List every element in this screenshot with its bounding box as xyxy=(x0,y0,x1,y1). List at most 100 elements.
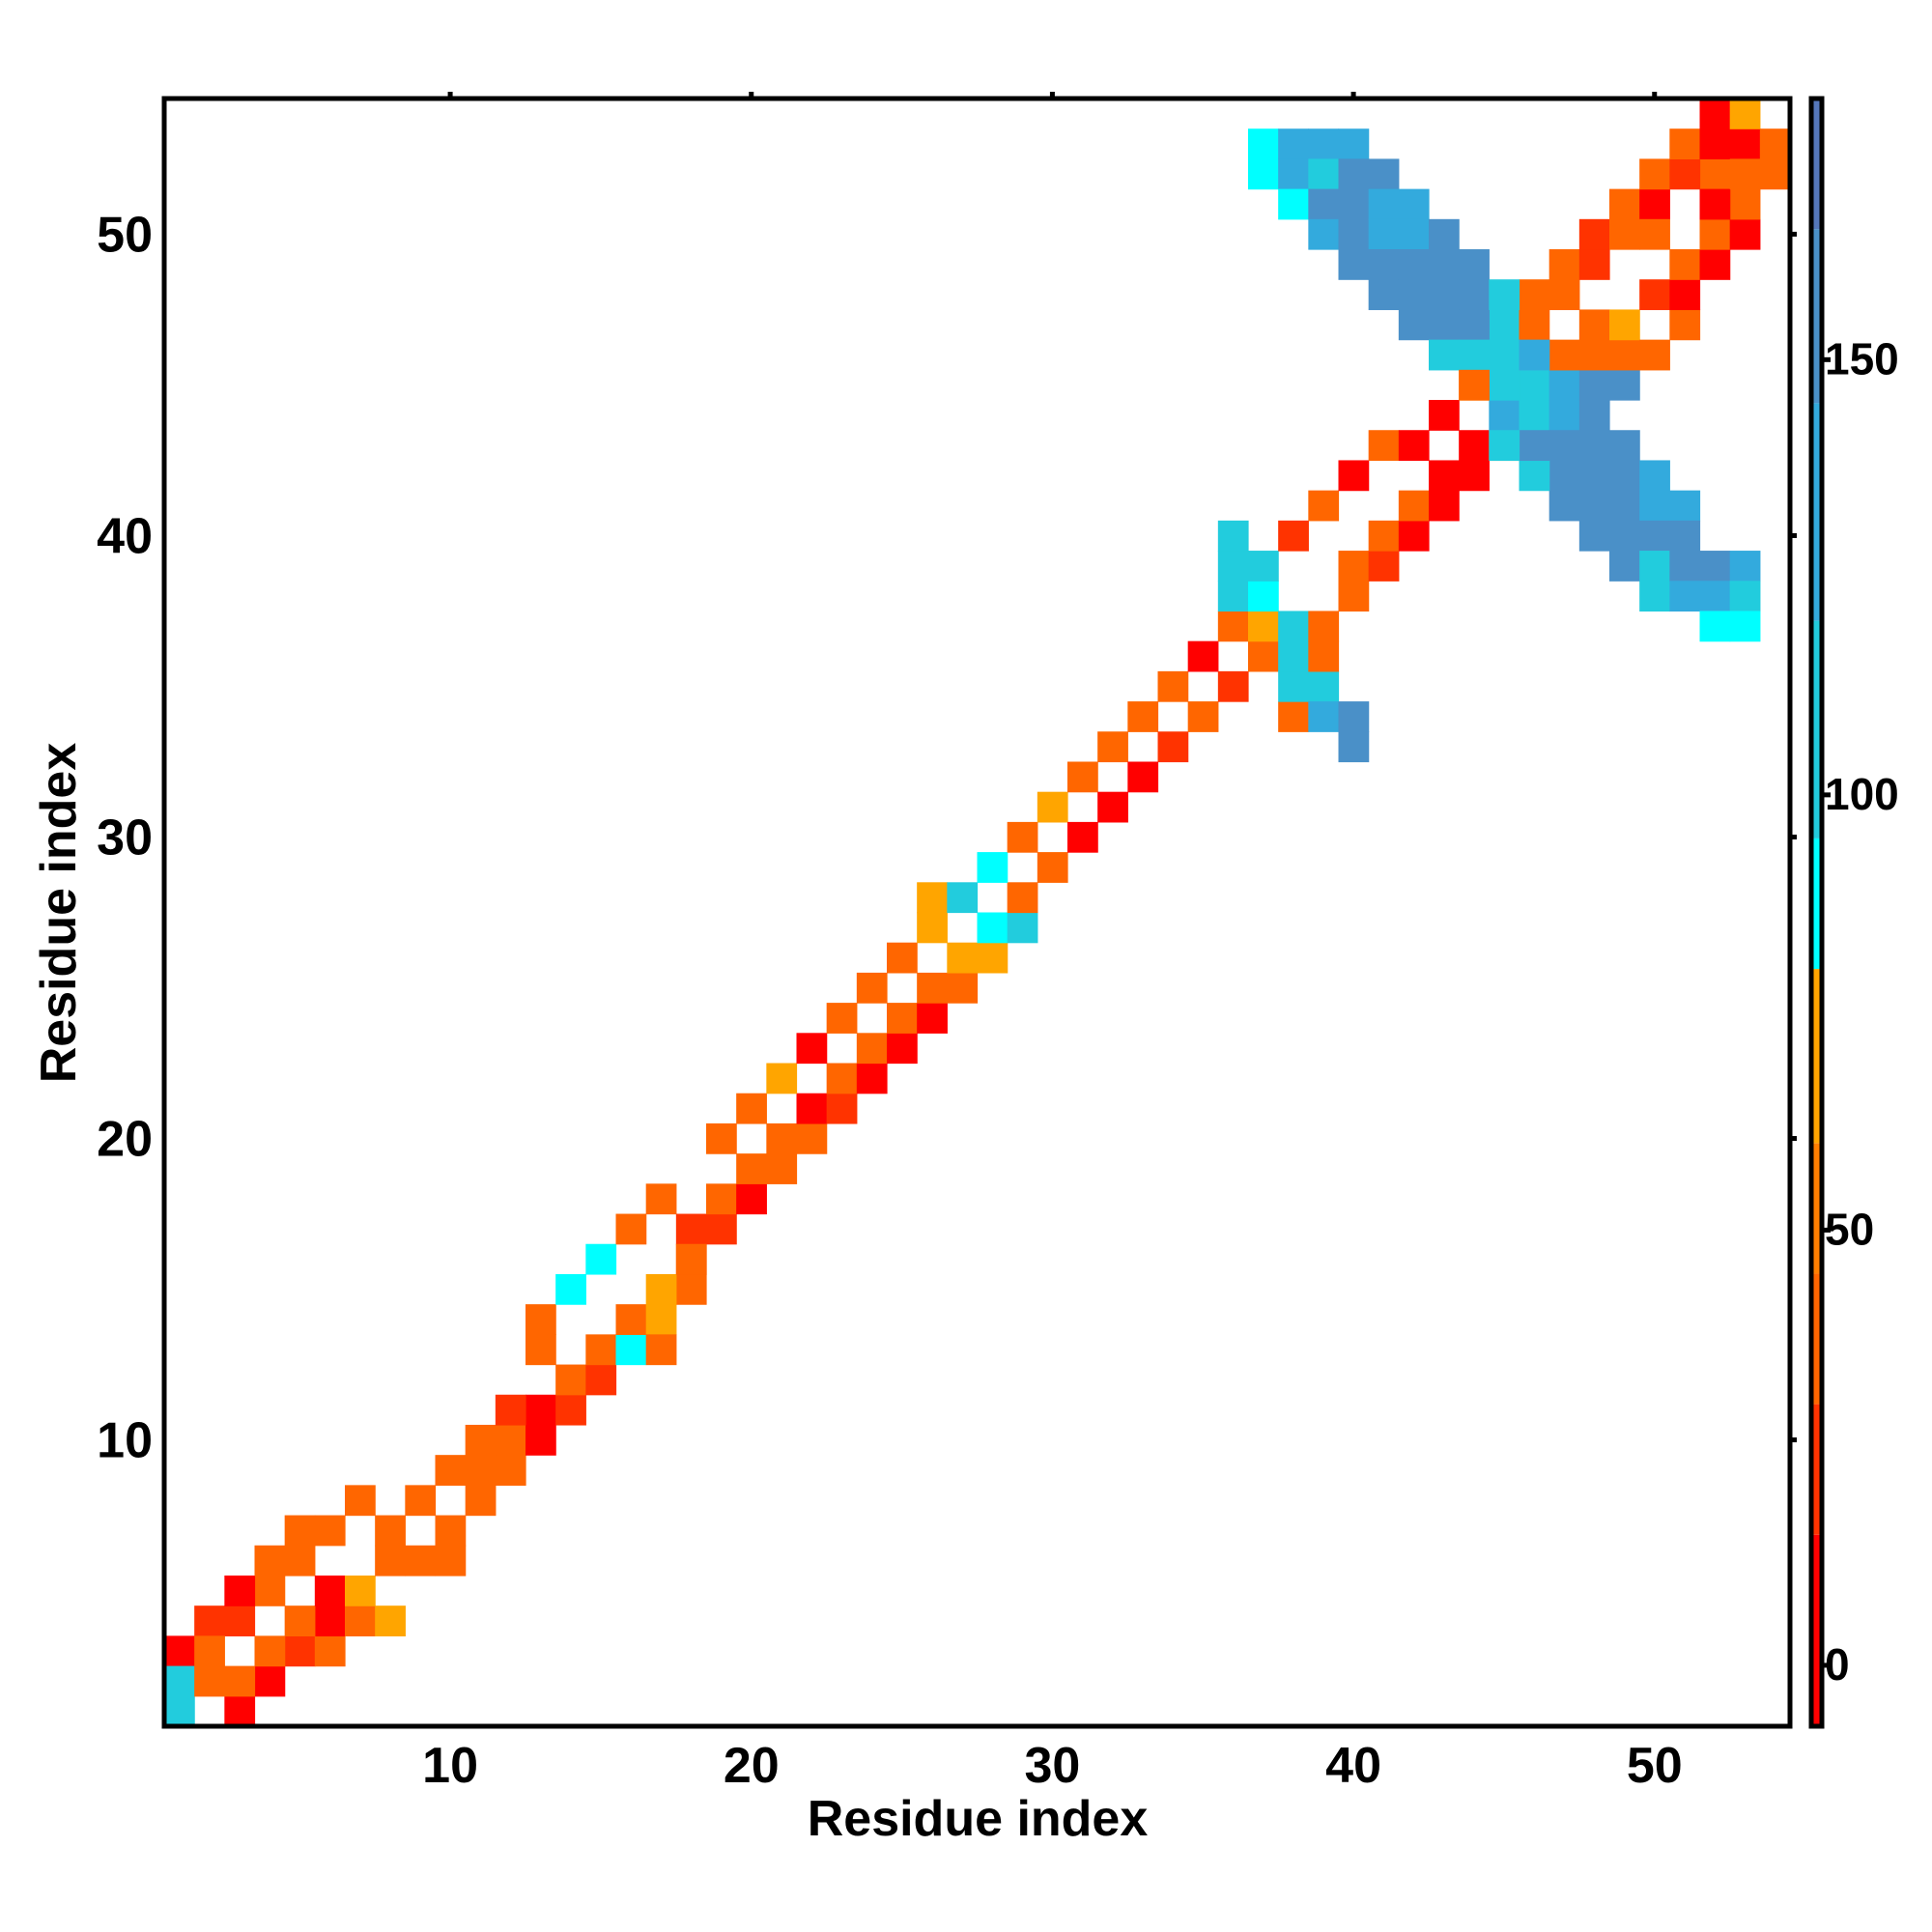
heatmap-cell xyxy=(1489,339,1520,371)
heatmap-cell xyxy=(1729,158,1761,190)
heatmap-cell xyxy=(526,1334,556,1366)
heatmap-cell xyxy=(1459,279,1490,311)
y-tick-label: 50 xyxy=(97,207,153,263)
heatmap-cell xyxy=(194,1605,225,1636)
heatmap-cell xyxy=(766,1063,798,1094)
heatmap-cell xyxy=(1278,701,1309,732)
heatmap-cell xyxy=(1578,369,1610,401)
heatmap-cell xyxy=(1669,581,1701,612)
heatmap-cell xyxy=(1429,490,1460,522)
heatmap-cell xyxy=(1368,158,1400,190)
x-tick-label: 40 xyxy=(1325,1738,1381,1794)
heatmap-cell xyxy=(826,1063,858,1094)
heatmap-cell xyxy=(1338,701,1370,732)
heatmap-cell xyxy=(887,1033,918,1065)
heatmap-cell xyxy=(1429,460,1460,492)
heatmap-cell xyxy=(1338,158,1370,190)
heatmap-cell xyxy=(766,1153,798,1184)
heatmap-cell xyxy=(435,1455,467,1486)
heatmap-cell xyxy=(1338,460,1370,492)
heatmap-cell xyxy=(1729,611,1761,642)
heatmap-cell xyxy=(1278,520,1309,552)
heatmap-cell xyxy=(284,1605,316,1636)
heatmap-cell xyxy=(314,1575,346,1606)
heatmap-cell xyxy=(796,1122,828,1154)
heatmap-cell xyxy=(345,1605,376,1636)
heatmap-cell xyxy=(495,1394,526,1426)
heatmap-cell xyxy=(194,1635,225,1667)
heatmap-cell xyxy=(1459,430,1490,462)
heatmap-cell xyxy=(645,1183,677,1215)
heatmap-cell xyxy=(585,1334,617,1366)
heatmap-cell xyxy=(1398,188,1430,220)
heatmap-cell xyxy=(1548,430,1580,462)
heatmap-cell xyxy=(1699,128,1731,160)
heatmap-cell xyxy=(1548,490,1580,522)
colorbar-tick-label: 50 xyxy=(1825,1204,1874,1254)
heatmap-cell xyxy=(1187,640,1219,672)
heatmap-cell xyxy=(1609,188,1640,220)
heatmap-cell xyxy=(1398,520,1430,552)
heatmap-cell xyxy=(887,942,918,974)
heatmap-cell xyxy=(1157,731,1189,763)
heatmap-cell xyxy=(1217,670,1249,702)
heatmap-cell xyxy=(1729,128,1761,160)
heatmap-cell xyxy=(887,1003,918,1034)
y-axis-ticks: 10 20 30 40 50 xyxy=(97,207,1797,1469)
heatmap-cells xyxy=(164,99,1791,1727)
heatmap-cell xyxy=(1368,249,1400,280)
heatmap-cell xyxy=(1759,158,1791,190)
heatmap-cell xyxy=(1308,670,1340,702)
y-tick-label: 20 xyxy=(97,1112,153,1168)
heatmap-cell xyxy=(1669,551,1701,582)
heatmap-cell xyxy=(375,1515,406,1547)
heatmap-cell xyxy=(1459,369,1490,401)
heatmap-cell xyxy=(1368,520,1400,552)
heatmap-cell xyxy=(1308,188,1340,220)
heatmap-cell xyxy=(585,1364,617,1396)
heatmap-cell xyxy=(1217,520,1249,552)
heatmap-cell xyxy=(1067,761,1098,793)
heatmap-cell xyxy=(1157,670,1189,702)
colorbar-band xyxy=(1811,229,1822,404)
heatmap-cell xyxy=(1639,551,1670,582)
heatmap-cell xyxy=(1459,249,1490,280)
heatmap-cell xyxy=(1729,99,1761,129)
heatmap-cell xyxy=(164,1635,195,1667)
heatmap-cell xyxy=(1338,551,1370,582)
heatmap-cell xyxy=(1609,460,1640,492)
colorbar-tick-label: 100 xyxy=(1825,769,1899,819)
heatmap-cell xyxy=(1729,581,1761,612)
colorbar-band xyxy=(1811,1143,1822,1274)
heatmap-cell xyxy=(585,1243,617,1275)
heatmap-cell xyxy=(1007,821,1038,853)
heatmap-cell xyxy=(1338,218,1370,250)
heatmap-cell xyxy=(1578,400,1610,431)
colorbar-band xyxy=(1811,969,1822,1144)
heatmap-cell xyxy=(1127,701,1159,732)
heatmap-cell xyxy=(1338,581,1370,612)
heatmap-cell xyxy=(1669,279,1701,311)
heatmap-cell xyxy=(435,1545,467,1577)
heatmap-cell xyxy=(1609,369,1640,401)
heatmap-cell xyxy=(1429,400,1460,431)
heatmap-cell xyxy=(1278,158,1309,190)
heatmap-cell xyxy=(1248,128,1279,160)
y-tick-label: 10 xyxy=(97,1413,153,1469)
heatmap-cell xyxy=(1519,279,1550,311)
heatmap-cell xyxy=(1248,640,1279,672)
colorbar-tick-label: 150 xyxy=(1825,333,1899,384)
heatmap-cell xyxy=(856,972,888,1004)
heatmap-cell xyxy=(1308,490,1340,522)
colorbar xyxy=(1808,96,1825,1729)
heatmap-cell xyxy=(555,1273,586,1305)
heatmap-cell xyxy=(796,1033,828,1065)
heatmap-cell xyxy=(1609,520,1640,552)
heatmap-cell xyxy=(917,882,948,914)
heatmap-cell xyxy=(1699,249,1731,280)
heatmap-cell xyxy=(736,1153,767,1184)
heatmap-cell xyxy=(675,1243,707,1275)
heatmap-cell xyxy=(164,1695,195,1727)
heatmap-cell xyxy=(977,942,1009,974)
